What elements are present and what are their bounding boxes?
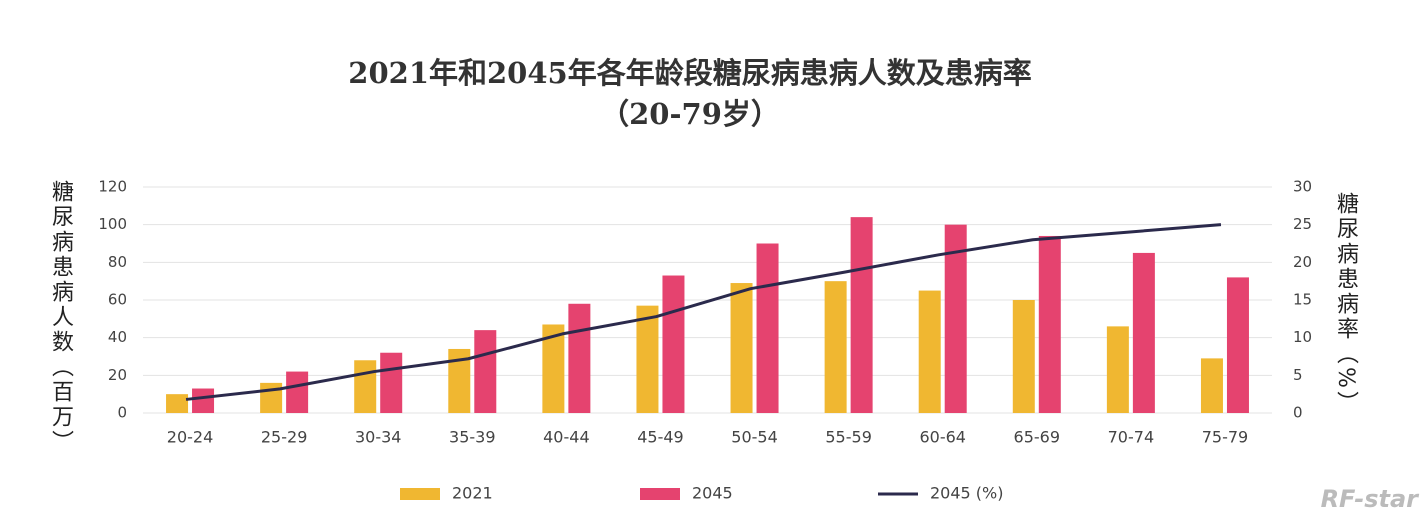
bar — [1106, 326, 1129, 413]
y2-tick-label: 25 — [1293, 215, 1312, 233]
bar — [1132, 252, 1155, 413]
y2-tick-label: 10 — [1293, 328, 1312, 346]
y2-tick-label: 30 — [1293, 178, 1312, 196]
bar — [850, 217, 873, 413]
y2-tick-label: 5 — [1293, 366, 1303, 384]
y-tick-label: 80 — [108, 253, 127, 271]
bar — [1226, 277, 1249, 413]
bar — [192, 388, 215, 413]
y-tick-label: 40 — [108, 328, 127, 346]
y2-axis-title: 糖尿病患病率（%） — [1333, 192, 1359, 416]
bar — [474, 330, 497, 413]
bar — [1038, 235, 1061, 413]
y-tick-label: 0 — [117, 404, 127, 422]
bar — [568, 303, 591, 413]
x-tick-label: 50-54 — [731, 428, 778, 447]
x-tick-label: 35-39 — [449, 428, 496, 447]
bar — [1200, 358, 1223, 413]
y-tick-label: 60 — [108, 291, 127, 309]
x-tick-label: 55-59 — [825, 428, 872, 447]
bar — [824, 281, 847, 413]
legend-swatch — [640, 488, 680, 500]
bar — [380, 352, 403, 413]
bar — [286, 371, 309, 413]
legend-label: 2021 — [452, 484, 493, 503]
bar — [542, 324, 565, 413]
chart-subtitle: （20-79岁） — [600, 97, 780, 131]
x-tick-label: 65-69 — [1014, 428, 1061, 447]
bar — [448, 348, 471, 413]
line — [185, 223, 1222, 401]
bar — [730, 283, 753, 413]
x-tick-label: 20-24 — [167, 428, 214, 447]
legend-swatch — [400, 488, 440, 500]
y-tick-label: 120 — [98, 178, 127, 196]
x-tick-label: 75-79 — [1202, 428, 1249, 447]
legend-label: 2045 (%) — [930, 484, 1004, 503]
x-tick-label: 70-74 — [1108, 428, 1155, 447]
legend-label: 2045 — [692, 484, 733, 503]
bar — [1012, 300, 1035, 413]
y-axis-title: 糖尿病患病人数（百万） — [48, 180, 74, 455]
y-tick-label: 20 — [108, 366, 127, 384]
bar — [918, 290, 941, 413]
bar — [636, 305, 659, 413]
y-tick-label: 100 — [98, 215, 127, 233]
bar — [662, 275, 685, 413]
x-tick-label: 40-44 — [543, 428, 590, 447]
y2-tick-label: 0 — [1293, 404, 1303, 422]
x-tick-label: 25-29 — [261, 428, 308, 447]
logo-text: RF-star — [1321, 485, 1421, 513]
x-tick-label: 60-64 — [919, 428, 966, 447]
bar — [354, 360, 377, 413]
bar — [944, 224, 967, 413]
bar — [756, 243, 779, 413]
chart-title: 2021年和2045年各年龄段糖尿病患病人数及患病率 — [348, 56, 1031, 90]
bar — [166, 394, 189, 413]
bar — [260, 382, 283, 413]
y2-tick-label: 20 — [1293, 253, 1312, 271]
x-tick-label: 30-34 — [355, 428, 402, 447]
y2-tick-label: 15 — [1293, 291, 1312, 309]
x-tick-label: 45-49 — [637, 428, 684, 447]
